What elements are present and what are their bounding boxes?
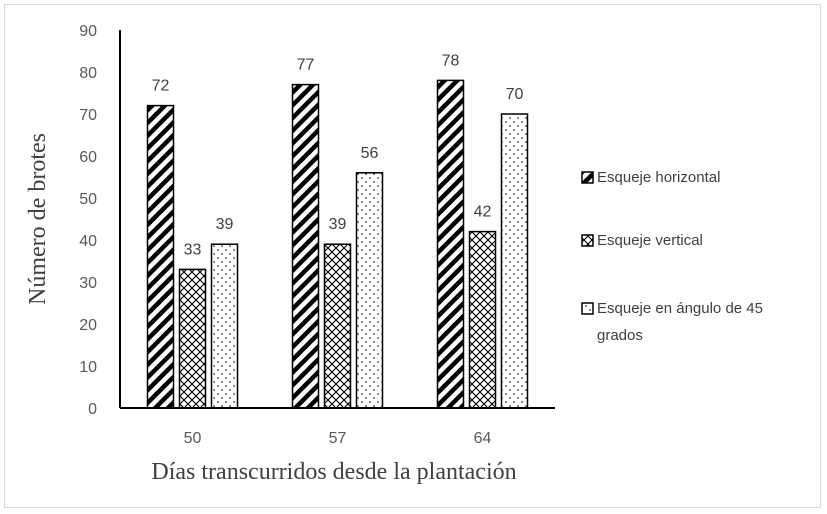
bar [291,83,320,409]
x-axis-ticks: 50 57 64 [184,430,492,447]
bar [500,113,529,409]
bar [436,79,465,409]
legend-swatch [581,302,594,315]
bar [355,172,384,409]
legend: Esqueje horizontal Esqueje vertical Esquej… [581,169,763,344]
y-tick-label: 80 [79,65,97,82]
x-axis-title: Días transcurridos desde la plantación [151,459,516,485]
y-tick-label: 10 [79,359,97,376]
bar [146,104,175,409]
y-tick-label: 50 [79,191,97,208]
data-label: 72 [152,78,170,95]
legend-label: Esqueje horizontal [597,169,720,186]
legend-swatch [581,171,594,184]
y-tick-label: 40 [79,233,97,250]
data-label: 33 [184,241,202,258]
y-tick-label: 60 [79,149,97,166]
data-label: 39 [216,216,234,233]
data-labels-layer: 72 33 39 77 39 56 78 42 70 [152,52,524,258]
legend-label: Esqueje vertical [597,232,703,249]
data-label: 42 [474,204,492,221]
y-tick-label: 90 [79,23,97,40]
data-label: 78 [442,52,460,69]
bars-layer [146,79,529,409]
x-tick-label: 50 [184,430,202,447]
x-tick-label: 64 [474,430,492,447]
chart-frame [4,4,821,508]
y-tick-label: 30 [79,275,97,292]
bar [178,268,207,409]
y-axis-title: Número de brotes [25,133,51,305]
x-tick-label: 57 [329,430,347,447]
y-tick-label: 20 [79,317,97,334]
y-tick-label: 70 [79,107,97,124]
y-tick-label: 0 [88,401,97,418]
data-label: 56 [361,145,379,162]
y-axis-ticks: 0 10 20 30 40 50 60 70 80 90 [79,23,97,418]
bar [323,243,352,409]
data-label: 70 [506,86,524,103]
data-label: 77 [297,57,315,74]
bar [210,243,239,409]
data-label: 39 [329,216,347,233]
legend-swatch [581,234,594,247]
legend-label: Esqueje en ángulo de 45 grados [597,300,763,344]
bar [468,230,497,409]
